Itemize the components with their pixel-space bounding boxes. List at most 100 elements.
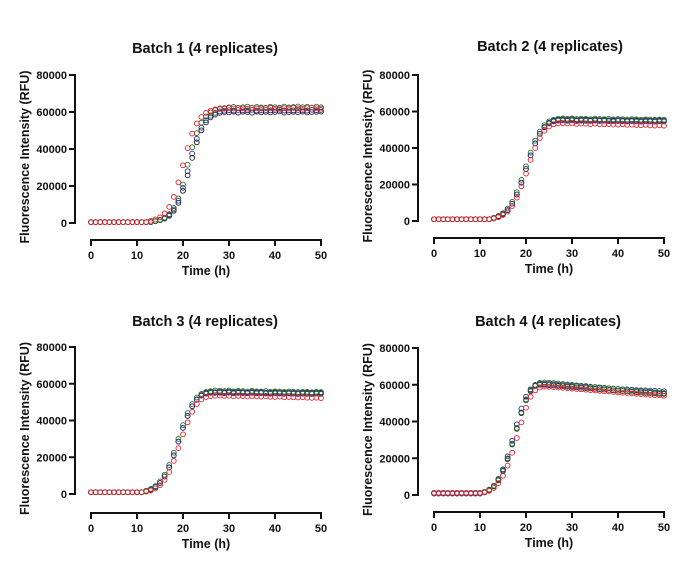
data-point (527, 393, 534, 400)
data-point (458, 216, 465, 223)
data-point (523, 396, 529, 403)
data-point (147, 487, 154, 494)
data-point (129, 489, 136, 496)
series-replicate-1 (88, 388, 324, 496)
x-tick-label: 0 (88, 250, 94, 262)
x-tick-label: 10 (131, 250, 143, 262)
data-point (486, 216, 493, 223)
series-replicate-4 (88, 104, 324, 225)
x-axis-label: Time (h) (525, 262, 573, 276)
data-point (500, 467, 506, 474)
data-point (536, 130, 543, 137)
data-point (184, 419, 191, 426)
x-tick-label: 30 (223, 250, 235, 262)
series-replicate-3 (431, 115, 667, 223)
data-point (175, 438, 182, 445)
y-tick-label: 0 (61, 489, 67, 501)
data-point (138, 219, 145, 225)
chart-panel-1: Batch 1 (4 replicates) 0 20000 40000 60000 80… (18, 41, 327, 278)
data-point (504, 208, 511, 215)
data-point (523, 163, 529, 170)
data-point (431, 216, 437, 223)
data-point (527, 149, 534, 156)
data-point (184, 172, 191, 179)
data-point (189, 144, 196, 151)
data-point (500, 472, 506, 479)
x-axis-label: Time (h) (525, 536, 573, 550)
data-point (166, 204, 173, 210)
data-point (527, 157, 534, 163)
data-point (124, 489, 131, 496)
data-point (184, 145, 191, 151)
data-point (198, 119, 205, 126)
data-point (170, 194, 177, 200)
y-tick-label: 20000 (379, 453, 410, 465)
x-tick-label: 40 (612, 522, 624, 534)
series-replicate-2 (88, 389, 324, 496)
x-tick-label: 30 (223, 523, 235, 535)
x-tick-label: 50 (658, 522, 670, 534)
data-point (157, 482, 163, 489)
data-point (170, 458, 177, 464)
data-point (193, 135, 200, 142)
y-axis-label: Fluorescence Intensity (RFU) (361, 70, 375, 243)
x-tick-label: 20 (520, 248, 532, 260)
chart-panel-3: Batch 3 (4 replicates) 0 20000 40000 60000 80… (18, 314, 327, 551)
data-point (152, 216, 159, 223)
data-point (318, 391, 324, 397)
chart-title: Batch 2 (4 replicates) (477, 39, 623, 55)
chart-panel-2: Batch 2 (4 replicates) 0 20000 40000 60000 80… (361, 39, 670, 276)
data-point (490, 482, 497, 489)
data-point (157, 214, 163, 221)
data-point (203, 110, 209, 116)
data-point (318, 395, 324, 401)
data-point (180, 431, 186, 438)
data-point (198, 396, 205, 403)
x-tick-label: 30 (566, 522, 578, 534)
y-tick-label: 80000 (36, 70, 67, 82)
data-point (500, 212, 506, 218)
data-point (454, 216, 460, 223)
y-tick-label: 0 (404, 490, 410, 502)
data-point (661, 118, 667, 125)
data-point (180, 162, 186, 169)
data-point (101, 219, 108, 225)
data-point (134, 219, 140, 225)
chart-title: Batch 4 (4 replicates) (475, 314, 621, 330)
data-point (180, 422, 186, 428)
data-point (523, 170, 529, 177)
data-point (92, 489, 99, 496)
data-point (518, 183, 525, 190)
x-tick-label: 40 (269, 250, 281, 262)
data-point (532, 145, 539, 151)
y-tick-label: 20000 (379, 180, 410, 192)
data-point (541, 127, 548, 134)
data-point (189, 403, 196, 410)
data-point (504, 455, 511, 462)
data-point (198, 127, 205, 134)
data-point (189, 130, 196, 137)
x-tick-label: 30 (566, 248, 578, 260)
data-point (134, 489, 140, 496)
data-point (170, 452, 177, 459)
series-replicate-1 (431, 381, 667, 497)
data-point (449, 216, 456, 223)
data-point (536, 135, 543, 141)
data-point (518, 177, 525, 183)
data-point (184, 161, 191, 168)
data-point (509, 198, 516, 205)
data-point (193, 120, 200, 127)
data-point (184, 168, 191, 175)
data-point (477, 216, 483, 223)
data-point (523, 404, 529, 411)
data-point (111, 219, 117, 225)
x-tick-label: 10 (474, 522, 486, 534)
y-tick-label: 60000 (36, 379, 67, 391)
data-point (495, 476, 502, 483)
x-tick-label: 0 (431, 248, 437, 260)
data-point (189, 155, 196, 161)
data-point (318, 389, 324, 395)
data-point (472, 216, 479, 223)
data-point (513, 425, 520, 431)
